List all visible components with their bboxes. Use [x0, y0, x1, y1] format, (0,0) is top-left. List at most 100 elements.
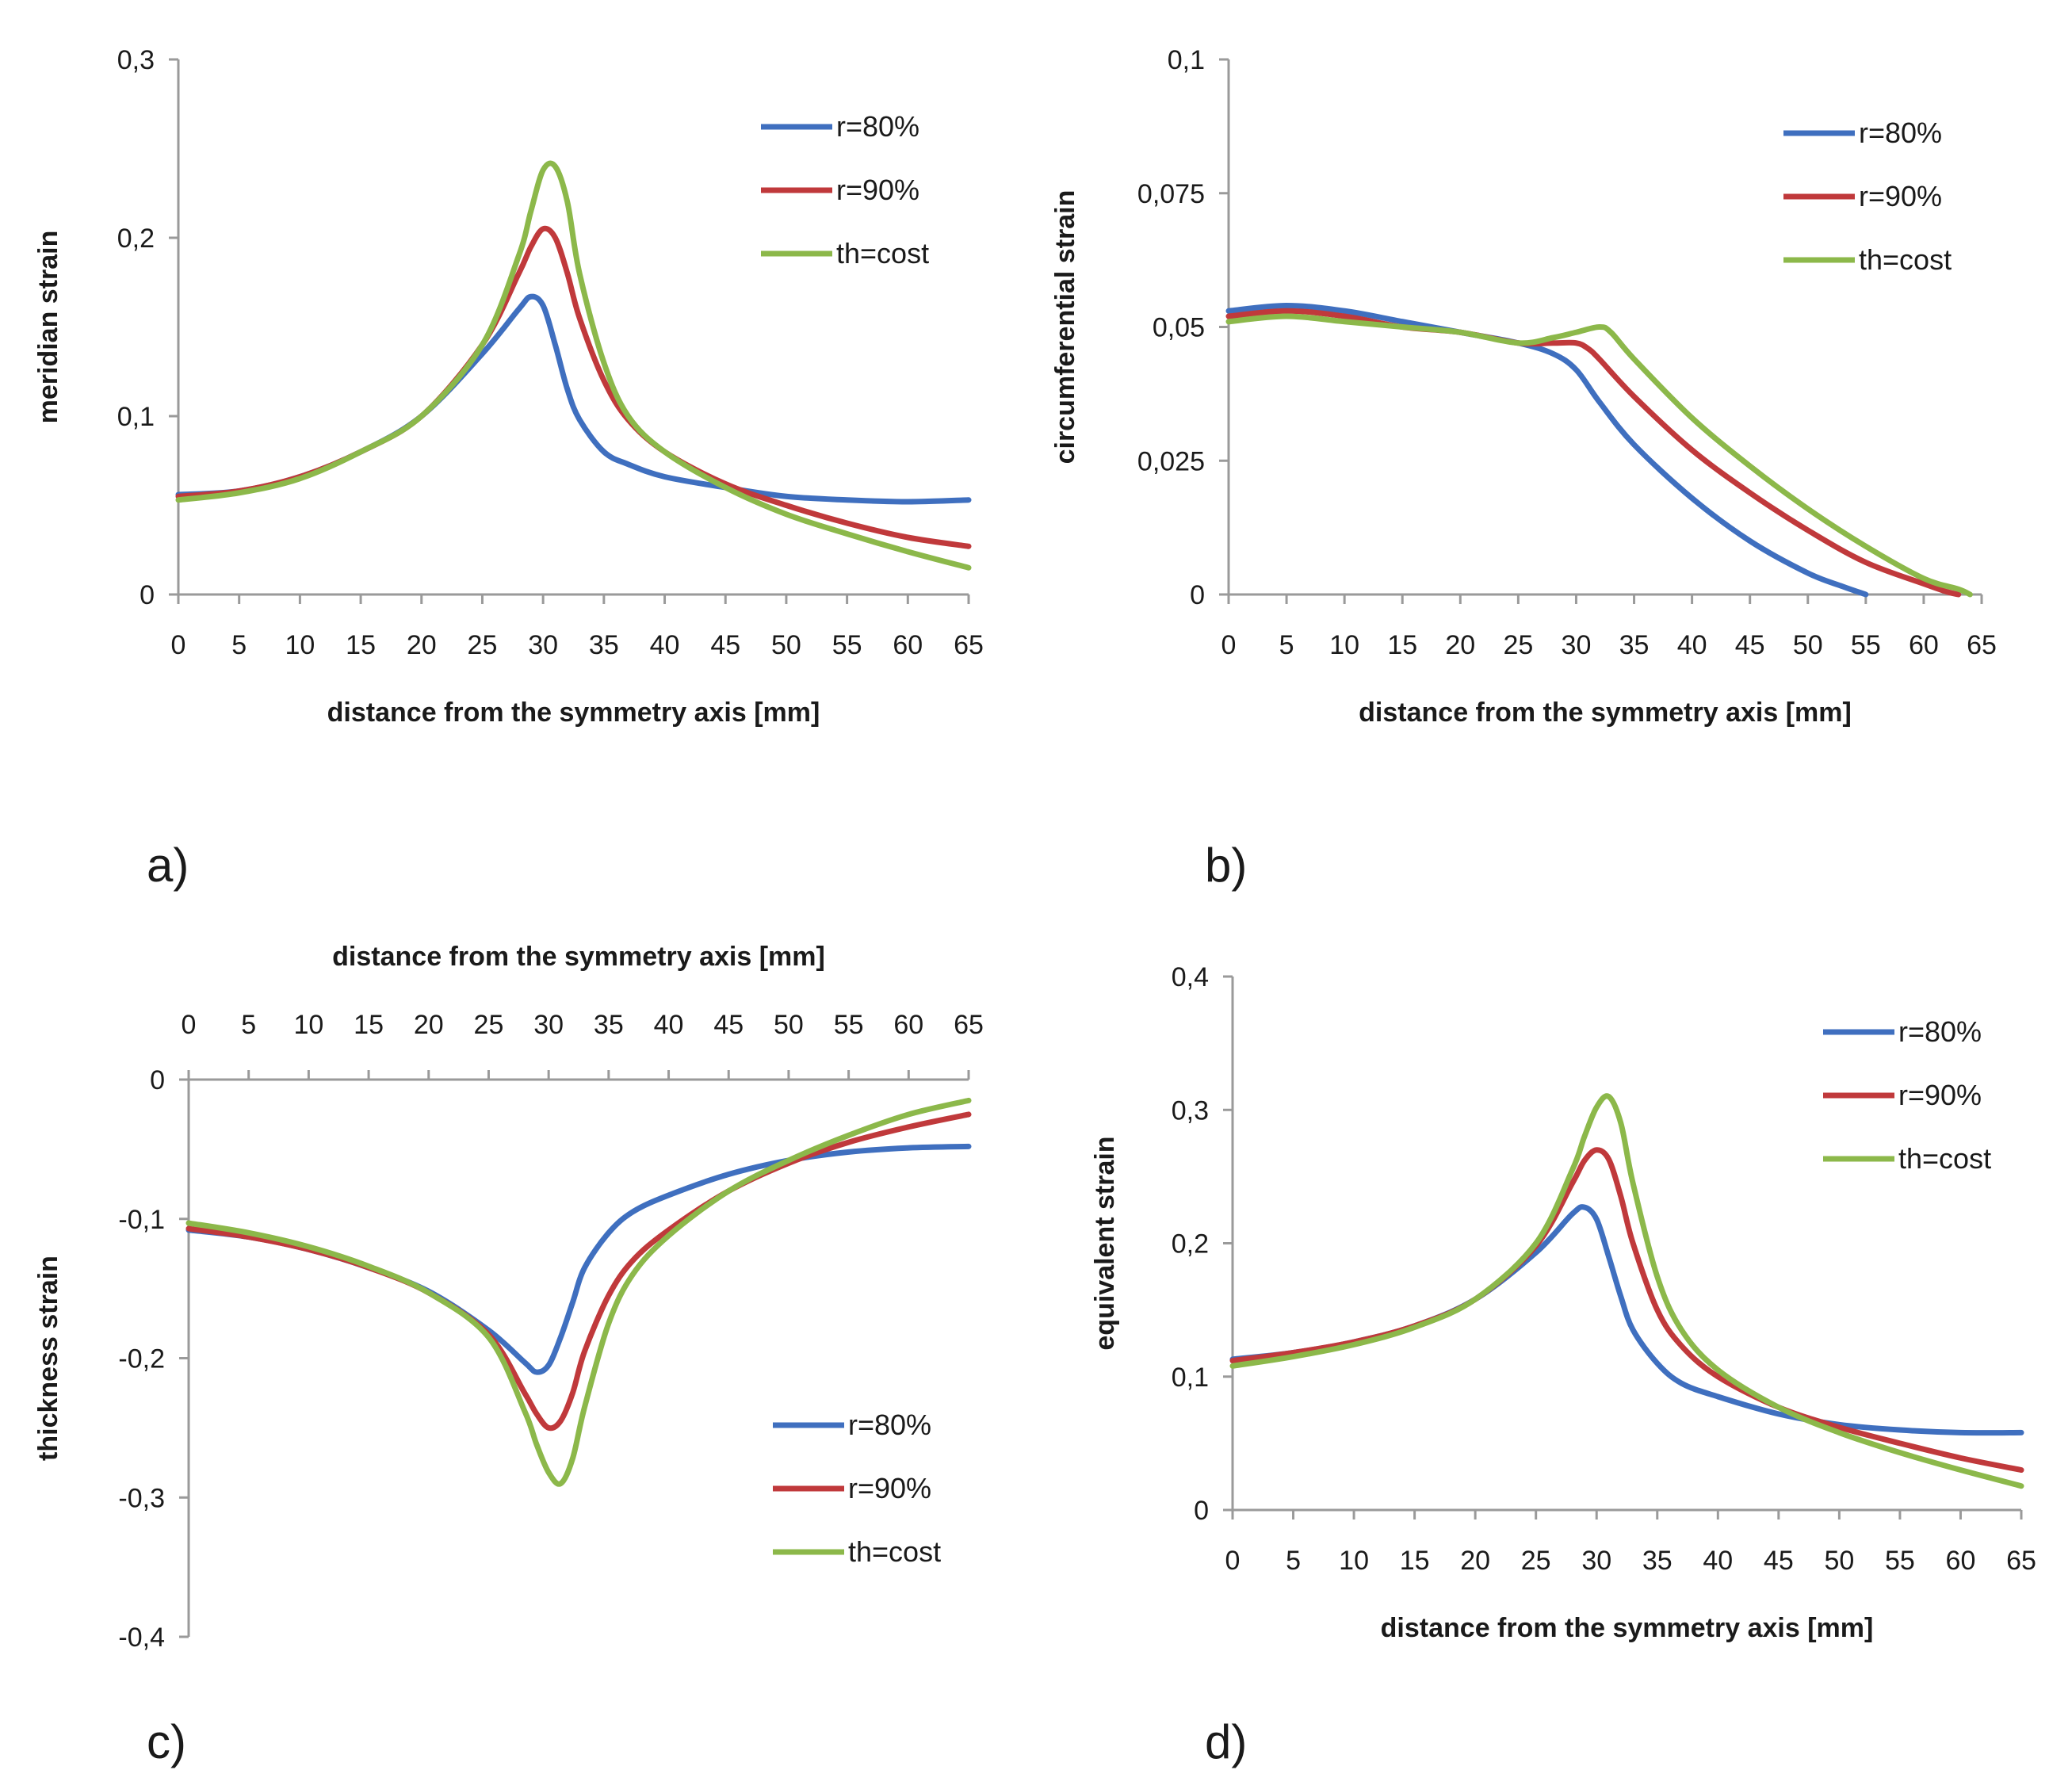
x-tick-label: 20 [1445, 630, 1475, 660]
y-tick-label: -0,2 [118, 1344, 165, 1374]
y-tick-label: 0,2 [1172, 1229, 1209, 1260]
x-tick-label: 30 [533, 1010, 564, 1040]
y-axis-title: thickness strain [33, 1256, 63, 1461]
y-tick-label: -0,1 [118, 1205, 165, 1235]
x-tick-label: 15 [346, 630, 376, 660]
legend-label-thcost: th=cost [836, 237, 929, 269]
x-tick-label: 30 [1562, 630, 1592, 660]
y-tick-label: 0,1 [1172, 1363, 1209, 1393]
legend-label-r90: r=90% [836, 174, 919, 206]
series-line-thcost [185, 1097, 972, 1487]
x-tick-label: 65 [2006, 1546, 2036, 1576]
y-tick-label: 0 [140, 580, 155, 610]
x-tick-label: 50 [771, 630, 801, 660]
x-tick-label: 30 [1581, 1546, 1611, 1576]
x-tick-label: 10 [1339, 1546, 1369, 1576]
y-tick-label: 0,075 [1137, 179, 1205, 209]
x-tick-label: 10 [285, 630, 315, 660]
y-axis-title: equivalent strain [1090, 1136, 1120, 1350]
x-tick-label: 15 [1400, 1546, 1430, 1576]
x-tick-label: 25 [1521, 1546, 1551, 1576]
x-tick-label: 50 [1793, 630, 1823, 660]
y-tick-label: 0,05 [1153, 313, 1205, 343]
x-tick-label: 5 [1279, 630, 1294, 660]
x-tick-label: 20 [414, 1010, 444, 1040]
x-tick-label: 45 [1735, 630, 1765, 660]
x-tick-label: 10 [1329, 630, 1359, 660]
x-tick-label: 0 [182, 1010, 197, 1040]
x-tick-label: 5 [241, 1010, 256, 1040]
x-tick-label: 45 [1764, 1546, 1794, 1576]
x-tick-label: 15 [1387, 630, 1417, 660]
legend-label-thcost: th=cost [848, 1535, 941, 1568]
legend-label-r80: r=80% [848, 1409, 931, 1441]
series-line-r80 [175, 293, 972, 505]
x-tick-label: 25 [1503, 630, 1533, 660]
legend-label-r80: r=80% [1898, 1015, 1982, 1048]
y-axis-title: meridian strain [33, 231, 63, 424]
series-line-r90 [1225, 308, 1962, 598]
x-tick-label: 55 [1885, 1546, 1915, 1576]
legend-label-thcost: th=cost [1898, 1142, 1991, 1175]
x-axis-title: distance from the symmetry axis [mm] [1381, 1613, 1874, 1643]
x-tick-label: 40 [654, 1010, 684, 1040]
x-tick-label: 35 [1619, 630, 1650, 660]
x-tick-label: 65 [954, 630, 984, 660]
x-axis-title: distance from the symmetry axis [mm] [332, 942, 825, 972]
x-tick-label: 45 [710, 630, 740, 660]
y-tick-label: 0,1 [117, 402, 155, 432]
panel-label-a: a) [147, 839, 189, 892]
y-tick-label: 0 [1194, 1496, 1209, 1526]
x-tick-label: 40 [1677, 630, 1707, 660]
x-tick-label: 55 [832, 630, 862, 660]
x-axis-title: distance from the symmetry axis [mm] [327, 698, 820, 728]
y-tick-label: 0,3 [1172, 1095, 1209, 1126]
series-line-thcost [1229, 1093, 2024, 1489]
x-tick-label: 55 [1851, 630, 1881, 660]
series-line-r80 [185, 1143, 972, 1375]
x-tick-label: 60 [1909, 630, 1939, 660]
y-tick-label: 0 [150, 1065, 165, 1095]
series-line-r80 [1229, 1204, 2024, 1436]
x-tick-label: 5 [231, 630, 247, 660]
x-tick-label: 40 [650, 630, 680, 660]
y-tick-label: 0,4 [1172, 962, 1209, 992]
chart-d: 0 0,1 0,2 0,3 0,4 0 5 10 15 20 25 30 35 40 45 50 55 60 65 d… [1090, 962, 2036, 1768]
y-tick-label: 0,025 [1137, 446, 1205, 476]
x-tick-label: 10 [293, 1010, 323, 1040]
panel-label-d: d) [1205, 1715, 1247, 1768]
panel-label-b: b) [1205, 839, 1247, 892]
legend-label-thcost: th=cost [1859, 243, 1952, 276]
x-tick-label: 35 [594, 1010, 624, 1040]
y-tick-label: -0,4 [118, 1623, 165, 1653]
y-tick-label: 0,3 [117, 45, 155, 75]
panel-label-c: c) [147, 1715, 186, 1768]
series-line-thcost [1225, 313, 1973, 598]
series-line-r80 [1225, 303, 1869, 598]
y-tick-label: 0,1 [1168, 45, 1205, 75]
x-tick-label: 55 [834, 1010, 864, 1040]
series-line-thcost [175, 160, 972, 571]
x-tick-label: 35 [1642, 1546, 1673, 1576]
y-tick-label: 0,2 [117, 224, 155, 254]
x-tick-label: 30 [528, 630, 558, 660]
legend-label-r80: r=80% [836, 110, 919, 143]
y-axis-title: circumferential strain [1050, 190, 1080, 464]
x-tick-label: 15 [354, 1010, 384, 1040]
chart-c: -0,4 -0,3 -0,2 -0,1 00 5 10 15 20 25 30 35 40 45 50 55 6… [33, 942, 984, 1768]
x-tick-label: 40 [1703, 1546, 1733, 1576]
x-tick-label: 60 [1946, 1546, 1976, 1576]
series-line-r90 [185, 1111, 972, 1432]
x-tick-label: 35 [589, 630, 619, 660]
x-tick-label: 0 [1225, 1546, 1241, 1576]
x-tick-label: 50 [1824, 1546, 1854, 1576]
x-tick-label: 65 [1967, 630, 1997, 660]
x-tick-label: 60 [893, 630, 923, 660]
chart-b: 0 0,025 0,05 0,075 0,1 0 5 10 15 20 25 30 35 40 45 50 55… [1050, 45, 1997, 892]
x-tick-label: 45 [713, 1010, 744, 1040]
x-axis-title: distance from the symmetry axis [mm] [1359, 698, 1852, 728]
y-tick-label: 0 [1190, 580, 1205, 610]
x-tick-label: 5 [1286, 1546, 1301, 1576]
x-tick-label: 25 [474, 1010, 504, 1040]
